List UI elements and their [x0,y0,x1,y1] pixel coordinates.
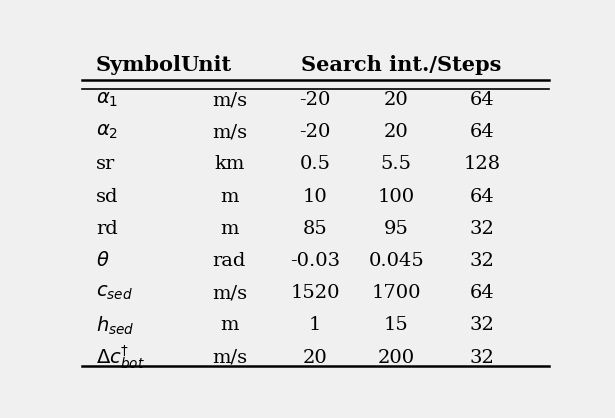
Text: Unit: Unit [180,55,231,75]
Text: 1: 1 [309,316,322,334]
Text: m/s: m/s [212,284,247,302]
Text: m: m [220,220,239,238]
Text: 15: 15 [384,316,408,334]
Text: 20: 20 [384,91,408,109]
Text: m/s: m/s [212,349,247,367]
Text: rad: rad [213,252,246,270]
Text: $h_{sed}$: $h_{sed}$ [96,314,135,336]
Text: 5.5: 5.5 [381,155,411,173]
Text: 128: 128 [464,155,501,173]
Text: 85: 85 [303,220,328,238]
Text: 100: 100 [378,188,415,206]
Text: m/s: m/s [212,91,247,109]
Text: -0.03: -0.03 [290,252,340,270]
Text: m: m [220,188,239,206]
Text: 32: 32 [470,252,494,270]
Text: 64: 64 [470,91,494,109]
Text: -20: -20 [300,123,331,141]
Text: $\alpha_1$: $\alpha_1$ [96,91,118,109]
Text: 200: 200 [378,349,415,367]
Text: $c_{sed}$: $c_{sed}$ [96,284,133,302]
Text: 32: 32 [470,316,494,334]
Text: -20: -20 [300,91,331,109]
Text: 64: 64 [470,284,494,302]
Text: Search int./Steps: Search int./Steps [301,55,501,75]
Text: 1700: 1700 [371,284,421,302]
Text: 64: 64 [470,188,494,206]
Text: 64: 64 [470,123,494,141]
Text: m: m [220,316,239,334]
Text: 1520: 1520 [290,284,340,302]
Text: 95: 95 [384,220,408,238]
Text: m/s: m/s [212,123,247,141]
Text: sr: sr [96,155,115,173]
Text: 20: 20 [303,349,328,367]
Text: 0.045: 0.045 [368,252,424,270]
Text: $\Delta c^{\dagger}_{bot}$: $\Delta c^{\dagger}_{bot}$ [96,344,145,372]
Text: 32: 32 [470,220,494,238]
Text: 32: 32 [470,349,494,367]
Text: 20: 20 [384,123,408,141]
Text: $\theta$: $\theta$ [96,252,109,270]
Text: 0.5: 0.5 [300,155,331,173]
Text: Symbol: Symbol [96,55,182,75]
Text: $\alpha_2$: $\alpha_2$ [96,123,118,141]
Text: 10: 10 [303,188,328,206]
Text: rd: rd [96,220,117,238]
Text: km: km [214,155,245,173]
Text: sd: sd [96,188,119,206]
